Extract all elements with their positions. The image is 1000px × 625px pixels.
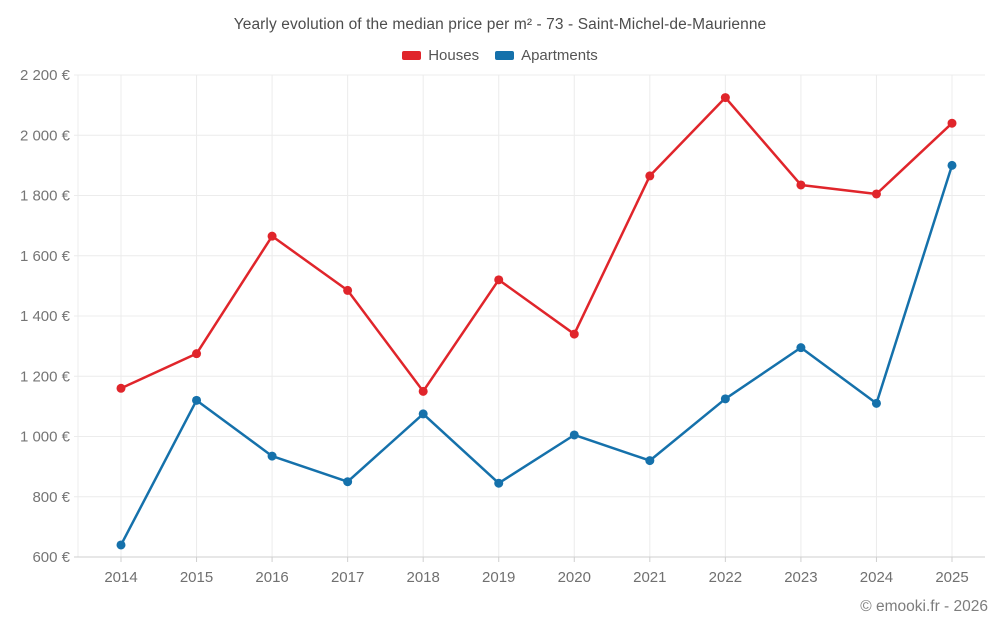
data-point-apartments-2025[interactable] [947, 160, 957, 170]
data-point-houses-2024[interactable] [871, 189, 881, 199]
x-axis-label: 2014 [104, 569, 137, 586]
x-axis-label: 2024 [860, 569, 893, 586]
x-axis-label: 2015 [180, 569, 213, 586]
data-point-houses-2015[interactable] [192, 349, 202, 359]
data-point-houses-2020[interactable] [569, 329, 579, 339]
y-axis-label: 1 000 € [20, 429, 71, 446]
data-point-houses-2014[interactable] [116, 383, 126, 393]
data-point-houses-2025[interactable] [947, 118, 957, 128]
x-axis-label: 2025 [935, 569, 968, 586]
x-axis-label: 2017 [331, 569, 364, 586]
data-point-houses-2018[interactable] [418, 386, 428, 396]
data-point-houses-2019[interactable] [494, 275, 504, 285]
data-point-apartments-2015[interactable] [192, 395, 202, 405]
chart-title: Yearly evolution of the median price per… [233, 16, 767, 33]
legend-label-houses: Houses [428, 47, 480, 64]
y-axis-label: 800 € [32, 489, 70, 506]
data-point-houses-2017[interactable] [343, 285, 353, 295]
legend-item-apartments[interactable]: Apartments [495, 47, 598, 64]
legend-swatch-apartments-icon [495, 51, 515, 60]
chart-legend: Houses Apartments [0, 47, 1000, 64]
y-axis-label: 1 800 € [20, 188, 71, 205]
data-point-houses-2021[interactable] [645, 171, 655, 181]
data-point-apartments-2014[interactable] [116, 540, 126, 550]
data-point-houses-2016[interactable] [267, 231, 277, 241]
data-point-houses-2022[interactable] [720, 93, 730, 103]
legend-label-apartments: Apartments [521, 47, 598, 64]
data-point-apartments-2022[interactable] [720, 394, 730, 404]
x-axis-label: 2019 [482, 569, 515, 586]
y-axis-label: 600 € [32, 549, 70, 566]
x-axis-label: 2023 [784, 569, 817, 586]
y-axis-label: 1 400 € [20, 308, 71, 325]
x-axis-label: 2021 [633, 569, 666, 586]
data-point-apartments-2018[interactable] [418, 409, 428, 419]
data-point-apartments-2021[interactable] [645, 456, 655, 466]
y-axis-label: 2 000 € [20, 127, 71, 144]
data-point-houses-2023[interactable] [796, 180, 806, 190]
y-axis-label: 2 200 € [20, 67, 71, 84]
x-axis-label: 2018 [406, 569, 439, 586]
y-axis-label: 1 200 € [20, 368, 71, 385]
legend-item-houses[interactable]: Houses [402, 47, 479, 64]
legend-swatch-houses-icon [402, 51, 422, 60]
x-axis-label: 2016 [255, 569, 288, 586]
x-axis-label: 2022 [709, 569, 742, 586]
data-point-apartments-2023[interactable] [796, 343, 806, 353]
series-line-houses [119, 96, 954, 393]
x-axis-label: 2020 [558, 569, 591, 586]
data-point-apartments-2019[interactable] [494, 478, 504, 488]
data-point-apartments-2024[interactable] [871, 398, 881, 408]
copyright-text: © emooki.fr - 2026 [860, 598, 988, 615]
series-line-apartments [119, 164, 954, 547]
data-point-apartments-2016[interactable] [267, 451, 277, 461]
y-axis-label: 1 600 € [20, 248, 71, 265]
data-point-apartments-2020[interactable] [569, 430, 579, 440]
data-point-apartments-2017[interactable] [343, 477, 353, 487]
